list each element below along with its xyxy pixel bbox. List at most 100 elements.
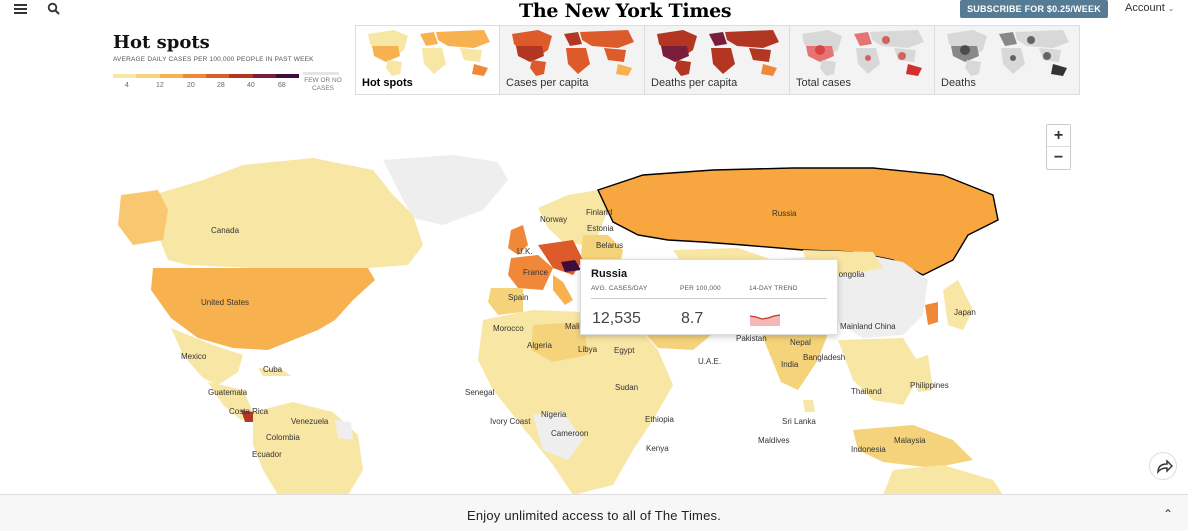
tab-label: Deaths <box>941 77 976 89</box>
tab-deaths-per-capita[interactable]: Deaths per capita <box>645 25 790 95</box>
legend-tick-label: 28 <box>217 82 225 89</box>
africa-shape <box>478 310 673 495</box>
hamburger-menu-icon[interactable] <box>14 4 27 14</box>
label-spain: Spain <box>508 293 529 302</box>
top-bar: The New York Times SUBSCRIBE FOR $0.25/W… <box>0 0 1188 22</box>
greenland-shape <box>383 155 508 225</box>
central-africa-shape <box>533 412 583 460</box>
account-menu[interactable]: Account ⌄ <box>1125 2 1174 14</box>
tab-label: Total cases <box>796 77 852 89</box>
subscribe-button[interactable]: SUBSCRIBE FOR $0.25/WEEK <box>960 0 1108 18</box>
label-egypt: Egypt <box>614 346 635 355</box>
map-legend: Hot spots AVERAGE DAILY CASES PER 100,00… <box>113 32 343 92</box>
legend-swatch <box>275 74 299 78</box>
label-uae: U.A.E. <box>698 357 722 366</box>
label-senegal: Senegal <box>465 388 495 397</box>
label-cuba: Cuba <box>263 365 283 374</box>
search-icon[interactable] <box>47 2 61 16</box>
subscription-banner[interactable]: Enjoy unlimited access to all of The Tim… <box>0 494 1188 531</box>
no-data-swatch <box>303 72 339 75</box>
legend-swatch <box>113 74 137 78</box>
chevron-up-icon[interactable]: ⌃ <box>1163 507 1174 521</box>
cuba-shape <box>258 368 291 376</box>
japan-shape <box>943 280 973 330</box>
label-belarus: Belarus <box>596 241 624 250</box>
tab-thumbnail-map <box>947 30 1069 76</box>
tooltip-per100k-value: 8.7 <box>681 310 704 327</box>
label-venezuela: Venezuela <box>291 417 329 426</box>
tooltip-cases-value: 12,535 <box>592 310 641 327</box>
label-russia: Russia <box>772 209 797 218</box>
trend-sparkline-icon <box>750 314 780 326</box>
label-sudan: Sudan <box>615 383 639 392</box>
label-ivory-coast: Ivory Coast <box>490 417 531 426</box>
label-guatemala: Guatemala <box>208 388 248 397</box>
tab-thumbnail-map <box>512 30 634 76</box>
tooltip-col-trend: 14-DAY TREND <box>749 285 798 292</box>
tab-thumbnail-map <box>802 30 924 76</box>
label-kenya: Kenya <box>646 444 669 453</box>
label-colombia: Colombia <box>266 433 300 442</box>
tooltip-columns: AVG. CASES/DAY PER 100,000 14-DAY TREND <box>591 285 827 299</box>
russia-shape <box>597 167 999 276</box>
legend-swatch <box>136 74 160 78</box>
tooltip-col-per100k: PER 100,000 <box>680 285 721 292</box>
account-label: Account <box>1125 2 1165 14</box>
tab-cases-per-capita[interactable]: Cases per capita <box>500 25 645 95</box>
zoom-control: + − <box>1046 124 1071 170</box>
korea-shape <box>925 302 938 325</box>
france-shape <box>508 255 553 290</box>
label-ethiopia: Ethiopia <box>645 415 674 424</box>
label-mongolia: Mongolia <box>832 270 865 279</box>
indonesia-shape <box>853 425 973 468</box>
legend-swatch <box>182 74 206 78</box>
guiana-shape <box>335 420 353 440</box>
label-nigeria: Nigeria <box>541 410 567 419</box>
banner-text: Enjoy unlimited access to all of The Tim… <box>466 508 722 523</box>
label-france: France <box>523 268 548 277</box>
country-tooltip: Russia AVG. CASES/DAY PER 100,000 14-DAY… <box>580 259 838 335</box>
legend-swatch <box>252 74 276 78</box>
label-libya: Libya <box>578 345 598 354</box>
spain-shape <box>488 288 523 315</box>
map-type-tabs: Hot spots Cases per capita Deaths per capi… <box>355 25 1080 95</box>
share-arrow-icon[interactable] <box>1149 452 1177 480</box>
label-cameroon: Cameroon <box>551 429 589 438</box>
label-indonesia: Indonesia <box>851 445 886 454</box>
sri-lanka-shape <box>803 400 815 412</box>
tab-thumbnail-map <box>368 30 490 76</box>
legend-swatch <box>229 74 253 78</box>
label-algeria: Algeria <box>527 341 552 350</box>
no-data-label: FEW OR NO CASES <box>304 77 342 92</box>
chevron-down-icon: ⌄ <box>1167 4 1175 13</box>
zoom-in-button[interactable]: + <box>1047 125 1070 147</box>
zoom-out-button[interactable]: − <box>1053 149 1064 166</box>
label-ecuador: Ecuador <box>252 450 282 459</box>
label-malaysia: Malaysia <box>894 436 926 445</box>
scandinavia-shape <box>538 190 608 245</box>
legend-tick-label: 68 <box>278 82 286 89</box>
label-estonia: Estonia <box>587 224 614 233</box>
tab-label: Hot spots <box>362 77 413 89</box>
philippines-shape <box>913 355 933 392</box>
legend-tick-label: 40 <box>247 82 255 89</box>
italy-shape <box>553 275 573 305</box>
nyt-logo[interactable]: The New York Times <box>519 0 732 22</box>
label-sri-lanka: Sri Lanka <box>782 417 816 426</box>
label-mexico: Mexico <box>181 352 207 361</box>
label-philippines: Philippines <box>910 381 949 390</box>
label-pakistan: Pakistan <box>736 334 767 343</box>
label-mainland-china: Mainland China <box>840 322 896 331</box>
legend-swatch <box>206 74 230 78</box>
label-japan: Japan <box>954 308 976 317</box>
tab-label: Deaths per capita <box>651 77 738 89</box>
tab-deaths[interactable]: Deaths <box>935 25 1080 95</box>
united-states-shape <box>151 268 375 350</box>
legend-tick-label: 20 <box>187 82 195 89</box>
legend-title: Hot spots <box>113 32 210 53</box>
tab-total-cases[interactable]: Total cases <box>790 25 935 95</box>
uk-shape <box>508 225 528 255</box>
alaska-shape <box>118 190 168 245</box>
legend-swatch <box>159 74 183 78</box>
tab-hot-spots[interactable]: Hot spots <box>355 25 500 95</box>
